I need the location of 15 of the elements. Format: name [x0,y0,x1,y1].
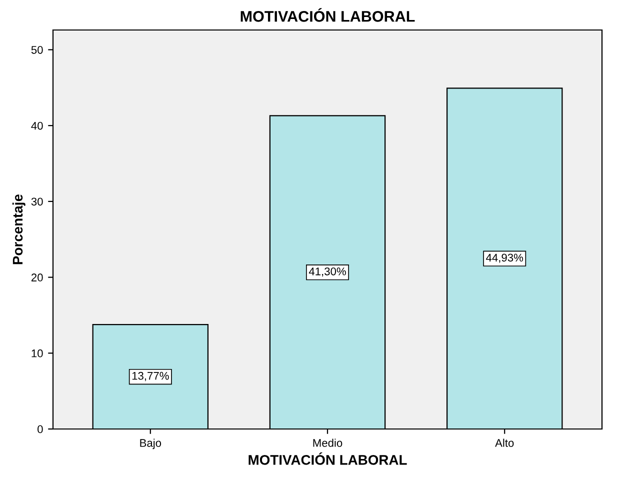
y-tick-label: 20 [31,274,43,282]
y-axis-title: Porcentaje [12,194,26,264]
y-tick-label: 0 [38,425,43,434]
x-axis-title: MOTIVACIÓN LABORAL [248,452,407,465]
y-tick-label: 10 [32,349,43,358]
y-tick-label: 50 [31,46,43,54]
chart-title: MOTIVACIÓN LABORAL [240,8,415,22]
y-tick-label: 40 [31,122,43,130]
x-tick-label: Bajo [140,438,162,450]
x-tick-label: Alto [495,438,514,447]
x-tick-label: Medio [313,438,342,447]
data-label: 44,93% [486,254,524,263]
data-label: 41,30% [308,267,346,277]
data-label: 13,77% [132,372,169,382]
y-tick-label: 30 [31,198,43,206]
